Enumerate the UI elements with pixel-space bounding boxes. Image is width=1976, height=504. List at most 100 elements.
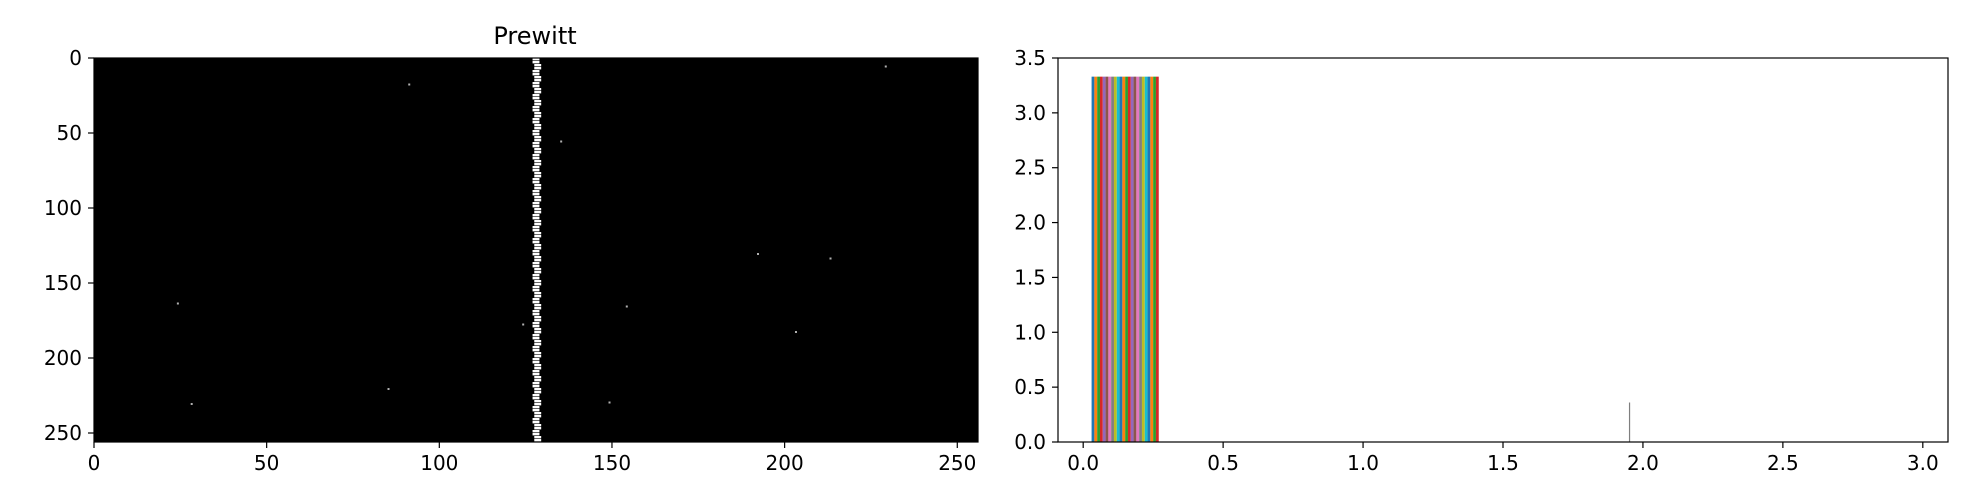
edge-pixel-segment — [532, 298, 540, 301]
y-tick-label: 0 — [69, 46, 82, 70]
edge-pixel-segment — [534, 295, 542, 298]
edge-pixel-segment — [532, 238, 540, 241]
edge-pixel-segment — [532, 325, 540, 328]
edge-pixel-segment — [532, 109, 540, 112]
edge-pixel-segment — [534, 235, 542, 238]
histogram-bar — [1116, 76, 1120, 442]
edge-pixel-segment — [532, 262, 540, 265]
edge-pixel-segment — [532, 250, 540, 253]
edge-pixel-segment — [534, 388, 542, 391]
edge-pixel-segment — [532, 214, 540, 217]
edge-pixel-segment — [534, 76, 542, 79]
edge-pixel-segment — [532, 241, 540, 244]
edge-pixel-segment — [534, 232, 542, 235]
edge-pixel-segment — [534, 364, 542, 367]
histogram-bar — [1119, 76, 1123, 442]
edge-pixel-segment — [532, 397, 540, 400]
edge-pixel-segment — [532, 166, 540, 169]
x-tick-label: 2.5 — [1767, 451, 1799, 475]
histogram-bar — [1130, 76, 1134, 442]
edge-pixel-segment — [534, 355, 542, 358]
edge-pixel-segment — [532, 349, 540, 352]
y-tick-label: 1.0 — [1014, 320, 1046, 344]
edge-pixel-segment — [532, 418, 540, 421]
edge-pixel-segment — [534, 256, 542, 259]
histogram-bar — [1125, 76, 1128, 442]
edge-pixel-segment — [534, 280, 542, 283]
edge-pixel-segment — [534, 316, 542, 319]
edge-pixel-segment — [534, 88, 542, 91]
x-tick-label: 100 — [420, 451, 458, 475]
x-tick-label: 150 — [593, 451, 631, 475]
edge-pixel-segment — [532, 229, 540, 232]
histogram-y-axis: 0.0 0.5 1.0 1.5 2.0 2.5 3.0 3.5 — [1014, 46, 1058, 454]
histogram-bars — [1091, 76, 1631, 442]
histogram-bar — [1113, 76, 1117, 442]
edge-pixel-segment — [534, 343, 542, 346]
edge-pixel-segment — [534, 91, 542, 94]
speckle-pixel — [625, 305, 628, 308]
edge-pixel-segment — [532, 97, 540, 100]
edge-pixel-segment — [532, 118, 540, 121]
histogram-bar — [1091, 76, 1095, 442]
edge-pixel-segment — [534, 148, 542, 151]
y-tick-label: 150 — [44, 271, 82, 295]
edge-pixel-segment — [534, 331, 542, 334]
edge-pixel-segment — [532, 358, 540, 361]
x-tick-label: 0.5 — [1207, 451, 1239, 475]
edge-pixel-segment — [532, 202, 540, 205]
prewitt-x-axis: 0 50 100 150 200 250 — [88, 442, 976, 475]
edge-pixel-segment — [532, 370, 540, 373]
histogram-bar — [1097, 76, 1100, 442]
edge-pixel-segment — [532, 265, 540, 268]
edge-pixel-segment — [534, 304, 542, 307]
edge-pixel-segment — [534, 136, 542, 139]
x-tick-label: 1.5 — [1487, 451, 1519, 475]
edge-pixel-segment — [534, 100, 542, 103]
edge-pixel-segment — [534, 427, 542, 430]
histogram-bar — [1136, 76, 1140, 442]
histogram-bar — [1102, 76, 1106, 442]
edge-pixel-segment — [532, 133, 540, 136]
histogram-plot-area — [1058, 58, 1948, 442]
edge-pixel-segment — [534, 415, 542, 418]
edge-pixel-segment — [532, 301, 540, 304]
x-tick-label: 200 — [766, 451, 804, 475]
edge-pixel-segment — [532, 337, 540, 340]
edge-pixel-segment — [532, 406, 540, 409]
edge-pixel-segment — [532, 409, 540, 412]
edge-pixel-segment — [534, 184, 542, 187]
y-tick-label: 100 — [44, 196, 82, 220]
speckle-pixel — [884, 65, 887, 68]
edge-pixel-segment — [534, 340, 542, 343]
histogram-bar — [1105, 76, 1109, 442]
edge-pixel-segment — [532, 373, 540, 376]
histogram-bar — [1094, 76, 1098, 442]
y-tick-label: 3.0 — [1014, 101, 1046, 125]
y-tick-label: 3.5 — [1014, 46, 1046, 70]
edge-pixel-segment — [534, 328, 542, 331]
edge-pixel-segment — [534, 439, 542, 442]
histogram-bar — [1127, 76, 1131, 442]
y-tick-label: 50 — [57, 121, 82, 145]
edge-pixel-segment — [534, 79, 542, 82]
edge-pixel-segment — [534, 223, 542, 226]
prewitt-image-marks — [176, 58, 887, 442]
edge-pixel-segment — [532, 274, 540, 277]
speckle-pixel — [190, 403, 193, 405]
histogram-panel: 0.0 0.5 1.0 1.5 2.0 2.5 3.0 0.0 0.5 1.0 1.5 2.0 2.5… — [1014, 46, 1949, 475]
histogram-x-axis: 0.0 0.5 1.0 1.5 2.0 2.5 3.0 — [1067, 442, 1939, 475]
edge-pixel-segment — [534, 352, 542, 355]
x-tick-label: 0 — [88, 451, 101, 475]
histogram-bar — [1139, 76, 1142, 442]
histogram-bar — [1141, 76, 1145, 442]
edge-pixel-segment — [534, 175, 542, 178]
edge-pixel-segment — [534, 67, 542, 70]
prewitt-y-axis: 0 50 100 150 200 250 — [44, 46, 94, 445]
x-tick-label: 0.0 — [1067, 451, 1099, 475]
prewitt-title: Prewitt — [493, 22, 576, 50]
edge-pixel-segment — [532, 217, 540, 220]
y-tick-label: 250 — [44, 421, 82, 445]
y-tick-label: 2.5 — [1014, 156, 1046, 180]
